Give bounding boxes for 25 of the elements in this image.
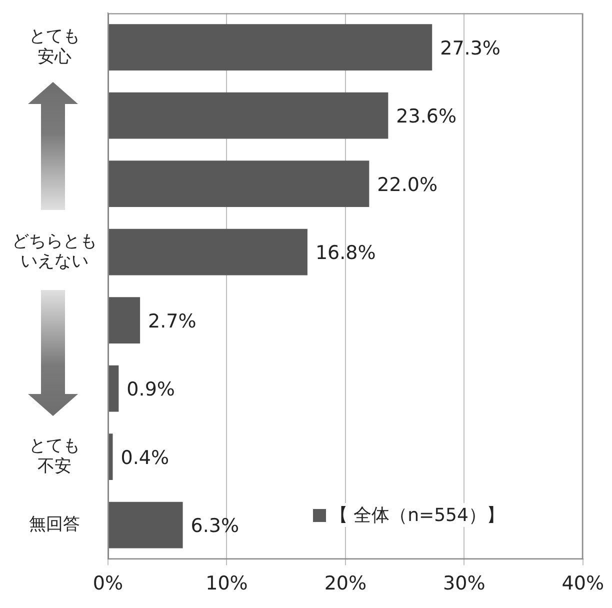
x-tick-label: 20% (324, 572, 367, 595)
bar (108, 502, 183, 548)
y-tick-label: どちらともいえない (12, 231, 97, 272)
bar (108, 228, 308, 276)
data-label: 6.3% (190, 515, 240, 538)
data-label: 2.7% (148, 310, 196, 332)
y-tick-label: とても不安 (29, 436, 80, 476)
data-label: 0.4% (120, 446, 170, 469)
x-tick-label: 0% (92, 572, 124, 595)
x-tick-label: 30% (443, 572, 486, 595)
bar (108, 297, 140, 344)
data-label: 0.9% (126, 378, 175, 401)
bar (108, 365, 119, 412)
y-tick-label: とても安心 (29, 26, 80, 67)
data-label: 22.0% (377, 174, 438, 196)
x-tick-label: 40% (562, 572, 604, 595)
data-label: 27.3% (440, 37, 500, 60)
legend-label: 【 全体（n=554）】 (330, 504, 504, 528)
bar (108, 92, 388, 139)
data-label: 23.6% (396, 106, 457, 128)
data-label: 16.8% (315, 242, 376, 264)
y-tick-label: 無回答 (29, 514, 80, 534)
x-tick-label: 10% (206, 572, 248, 595)
bar (108, 24, 432, 71)
bar (108, 160, 370, 208)
